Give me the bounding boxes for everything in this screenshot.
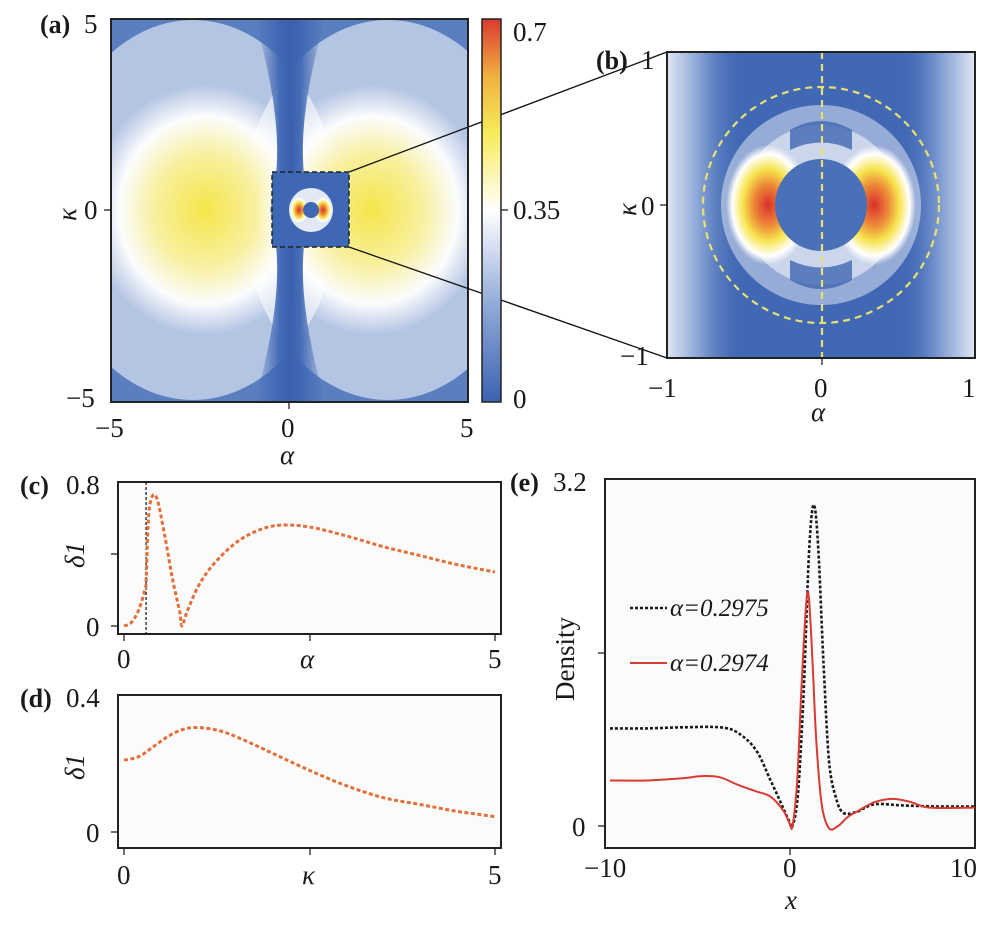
b-ytick-mid: 0	[641, 191, 655, 221]
d-ytick-top: 0.4	[66, 683, 100, 713]
e-ytick-bottom: 0	[572, 812, 586, 842]
e-ytick-top: 3.2	[553, 467, 587, 497]
series-line-0	[123, 493, 496, 628]
c-xtick-left: 0	[117, 644, 131, 674]
b-ylabel: κ	[612, 202, 642, 216]
a-xtick-left: −5	[95, 413, 124, 443]
panel-label-e: (e)	[510, 468, 539, 497]
a-xlabel: α	[280, 440, 295, 470]
panel-d-line: (d) 0.4 0 0 5 κ δ1	[20, 683, 502, 890]
b-xtick-left: −1	[648, 373, 677, 403]
colorbar	[481, 18, 502, 403]
series-line-1	[609, 590, 976, 831]
b-xtick-mid: 0	[814, 373, 828, 403]
panel-label-d: (d)	[20, 684, 52, 713]
colorbar-tick-min: 0	[513, 384, 527, 414]
a-ytick-bottom: −5	[66, 383, 95, 413]
a-xtick-right: 5	[460, 413, 474, 443]
panel-label-b: (b)	[596, 46, 628, 75]
a-ytick-mid: 0	[84, 195, 98, 225]
d-xtick-right: 5	[488, 860, 502, 890]
zoom-connector-top	[348, 51, 668, 173]
legend: α=0.2975 α=0.2974	[630, 595, 769, 677]
c-xlabel: α	[300, 644, 315, 674]
panel-a-heatmap: 0.7 0.35 0 (a) 5 0 −5 −5 0 5 α κ	[40, 9, 668, 470]
b-ytick-bottom: −1	[620, 341, 649, 371]
b-xlabel: α	[811, 397, 826, 427]
panel-label-a: (a)	[40, 10, 70, 39]
a-ytick-top: 5	[84, 9, 98, 39]
legend-label-0: α=0.2975	[670, 595, 769, 622]
b-ytick-top: 1	[641, 45, 655, 75]
colorbar-tick-mid: 0.35	[513, 195, 560, 225]
d-xtick-left: 0	[117, 860, 131, 890]
b-xtick-right: 1	[962, 373, 976, 403]
a-ylabel: κ	[52, 207, 82, 221]
a-xtick-mid: 0	[281, 413, 295, 443]
legend-label-1: α=0.2974	[670, 650, 769, 677]
d-xlabel: κ	[302, 860, 316, 890]
heatmap-b-inner-disk	[775, 159, 867, 251]
c-ytick-bottom: 0	[86, 612, 100, 642]
colorbar-tick-max: 0.7	[513, 17, 547, 47]
plot-frame-c	[117, 481, 502, 635]
zoom-connector-bottom	[348, 246, 668, 359]
e-ylabel: Density	[550, 617, 580, 701]
series-line-0	[123, 725, 496, 819]
heatmap-a-left-lobe	[111, 85, 320, 335]
c-xtick-right: 5	[488, 644, 502, 674]
panel-e-line: α=0.2975 α=0.2974 (e) 3.2 0 −10 0 10 x D…	[510, 467, 977, 915]
panel-label-c: (c)	[20, 471, 49, 500]
d-ylabel: δ1	[60, 754, 90, 780]
e-xtick-left: −10	[584, 853, 626, 883]
c-ytick-top: 0.8	[66, 470, 100, 500]
e-xtick-mid: 0	[783, 853, 797, 883]
e-xtick-right: 10	[950, 853, 977, 883]
c-ylabel: δ1	[60, 542, 90, 568]
d-ytick-bottom: 0	[86, 818, 100, 848]
panel-b-heatmap: (b) 1 0 −1 −1 0 1 α κ	[596, 45, 976, 427]
panel-c-line: (c) 0.8 0 0 5 α δ1	[20, 470, 502, 674]
e-xlabel: x	[784, 885, 797, 915]
zoom-region-box	[271, 171, 350, 248]
